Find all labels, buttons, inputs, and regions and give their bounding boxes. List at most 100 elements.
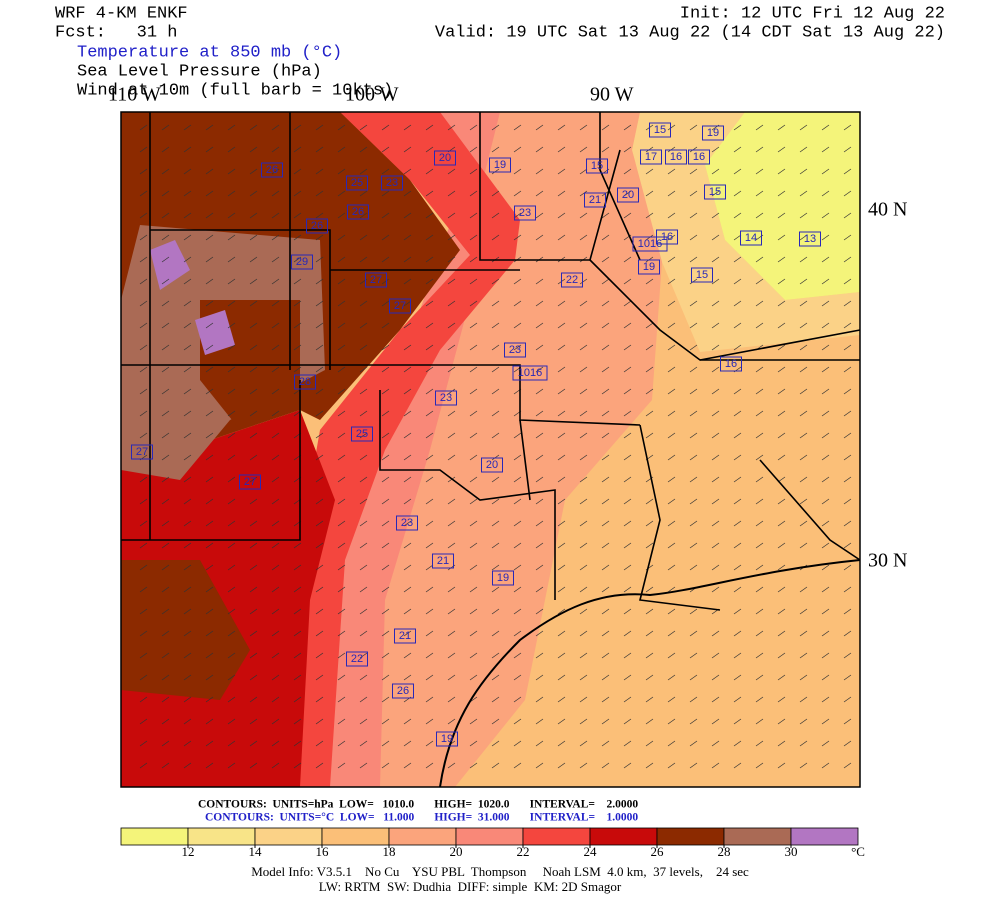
wind-barb (227, 718, 236, 725)
wind-barb (205, 322, 214, 329)
contour-label-box (504, 342, 526, 358)
wind-barb (447, 410, 456, 417)
wind-barb (359, 564, 368, 571)
wind-barb (337, 498, 346, 505)
colorbar-tick-label: 14 (249, 844, 263, 859)
wind-barb (139, 432, 148, 439)
wind-barb (293, 674, 302, 681)
wind-barb (425, 740, 434, 747)
wind-barb (227, 762, 236, 769)
wind-barb (205, 168, 214, 175)
wind-barb (359, 388, 368, 395)
wind-barb (293, 146, 302, 153)
state-border (699, 329, 861, 361)
wind-barb (337, 432, 346, 439)
colorbar-swatch (321, 827, 390, 846)
wind-barb (689, 366, 698, 373)
wind-barb (733, 234, 742, 241)
wind-barb (271, 190, 280, 197)
wind-barb (535, 564, 544, 571)
wind-barb (359, 146, 368, 153)
wind-barb (227, 388, 236, 395)
contour-label: 23 (401, 517, 413, 529)
wind-barb (249, 586, 258, 593)
wind-barb (777, 212, 786, 219)
wind-barb (403, 344, 412, 351)
wind-barb (667, 190, 676, 197)
state-border (379, 390, 556, 600)
wind-barb (799, 542, 808, 549)
wind-barb (557, 168, 566, 175)
wind-barb (623, 608, 632, 615)
wind-barb (271, 322, 280, 329)
wind-barb (777, 410, 786, 417)
wind-barb (513, 344, 522, 351)
wind-barb (601, 322, 610, 329)
wind-barb (755, 542, 764, 549)
wind-barb (227, 146, 236, 153)
wind-barb (425, 696, 434, 703)
wind-barb (381, 454, 390, 461)
wind-barb (315, 652, 324, 659)
wind-barb (843, 410, 852, 417)
wind-barb (403, 256, 412, 263)
wind-barb (623, 454, 632, 461)
wind-barb (601, 696, 610, 703)
colorbar-swatch (589, 827, 658, 846)
wind-barb (425, 124, 434, 131)
wind-barb (293, 234, 302, 241)
wind-barb (821, 168, 830, 175)
colorbar-tick-label: 22 (517, 844, 530, 859)
contour-label-box (512, 365, 548, 381)
contour-label: 15 (696, 269, 708, 281)
wind-barb (843, 146, 852, 153)
wind-barb (843, 454, 852, 461)
wind-barb (139, 212, 148, 219)
wind-barb (623, 520, 632, 527)
contour-label-box (131, 444, 153, 460)
contour-label: 16 (693, 151, 705, 163)
wind-barb (755, 366, 764, 373)
wind-barb (777, 564, 786, 571)
wind-barb (359, 652, 368, 659)
wind-barb (271, 124, 280, 131)
wind-barb (579, 762, 588, 769)
wind-barb (381, 498, 390, 505)
wind-barb (425, 278, 434, 285)
wind-barb (227, 322, 236, 329)
wind-barb (579, 388, 588, 395)
wind-barb (469, 740, 478, 747)
wind-barb (513, 454, 522, 461)
wind-barb (183, 300, 192, 307)
wind-barb (601, 432, 610, 439)
colorbar: 12 14 16 18 20 22 24 26 28 30 °C (120, 827, 865, 859)
wind-barb (711, 586, 720, 593)
colorbar-swatch (254, 827, 323, 846)
wind-barb (205, 278, 214, 285)
wind-barb (755, 740, 764, 747)
wind-barb (843, 498, 852, 505)
wind-barb (843, 476, 852, 483)
wind-barb (799, 146, 808, 153)
wind-barb (623, 652, 632, 659)
contour-label: 23 (519, 207, 531, 219)
wind-barb (271, 344, 280, 351)
wind-barb (777, 146, 786, 153)
wind-barb (271, 542, 280, 549)
wind-barb (447, 124, 456, 131)
wind-barb (645, 300, 654, 307)
wind-barb (557, 190, 566, 197)
wind-barb (161, 410, 170, 417)
colorbar-swatch (455, 827, 524, 846)
wind-barb (205, 696, 214, 703)
wind-barb (491, 520, 500, 527)
wind-barb (535, 454, 544, 461)
wind-barb (667, 124, 676, 131)
wind-barb (601, 586, 610, 593)
wind-barb (667, 630, 676, 637)
wind-barb (337, 476, 346, 483)
wind-barb (447, 234, 456, 241)
wind-barb (821, 740, 830, 747)
wind-barb (469, 256, 478, 263)
wind-barb (315, 476, 324, 483)
